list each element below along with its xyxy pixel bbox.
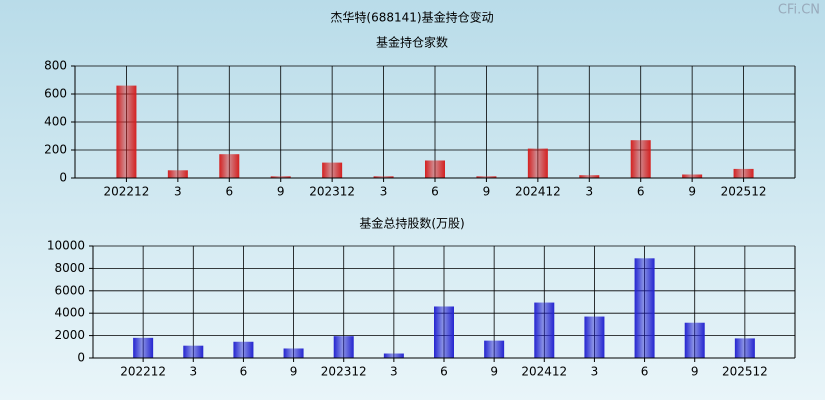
- y-tick-label: 400: [44, 115, 67, 129]
- bar: [270, 176, 291, 178]
- x-tick-label: 202512: [721, 185, 767, 199]
- x-tick-label: 3: [591, 365, 599, 379]
- bar: [322, 162, 343, 178]
- y-tick-label: 4000: [54, 306, 85, 320]
- x-tick-label: 202212: [104, 185, 150, 199]
- x-tick-label: 9: [277, 185, 285, 199]
- bar: [584, 316, 605, 358]
- bar: [527, 148, 548, 178]
- y-tick-label: 2000: [54, 328, 85, 342]
- x-tick-label: 3: [189, 365, 197, 379]
- bar: [425, 160, 445, 178]
- x-tick-label: 6: [225, 185, 233, 199]
- bar: [383, 353, 404, 358]
- bar: [734, 338, 755, 358]
- x-tick-label: 202512: [722, 365, 768, 379]
- x-tick-label: 9: [691, 365, 699, 379]
- x-tick-label: 202412: [521, 365, 567, 379]
- y-tick-label: 600: [44, 87, 67, 101]
- page-title: 杰华特(688141)基金持仓变动: [330, 10, 493, 25]
- x-tick-label: 202312: [309, 185, 355, 199]
- x-tick-label: 3: [174, 185, 182, 199]
- bar: [116, 85, 137, 178]
- y-tick-label: 200: [44, 143, 67, 157]
- x-tick-label: 6: [431, 185, 439, 199]
- watermark: CFi.CN: [778, 3, 820, 18]
- chart-title: 基金持仓家数: [376, 35, 448, 50]
- y-tick-label: 10000: [47, 239, 85, 253]
- x-tick-label: 9: [490, 365, 498, 379]
- x-tick-label: 3: [585, 185, 593, 199]
- x-tick-label: 6: [641, 365, 649, 379]
- x-tick-label: 3: [380, 185, 388, 199]
- bar: [373, 176, 394, 178]
- y-tick-label: 0: [59, 171, 67, 185]
- bar: [333, 336, 354, 358]
- x-tick-label: 6: [637, 185, 645, 199]
- x-tick-label: 9: [688, 185, 696, 199]
- bar: [484, 340, 505, 358]
- chart-title: 基金总持股数(万股): [359, 216, 464, 231]
- y-tick-label: 6000: [54, 283, 85, 297]
- bar: [476, 176, 497, 178]
- bar: [434, 306, 454, 358]
- bar: [167, 170, 188, 178]
- bar: [219, 154, 240, 178]
- bar: [733, 168, 754, 178]
- y-tick-label: 800: [44, 59, 67, 73]
- x-tick-label: 3: [390, 365, 398, 379]
- x-tick-label: 6: [240, 365, 248, 379]
- bar: [133, 337, 154, 358]
- bar: [233, 341, 254, 358]
- bar: [183, 345, 204, 358]
- y-tick-label: 8000: [54, 261, 85, 275]
- x-tick-label: 6: [440, 365, 448, 379]
- bar: [534, 302, 555, 358]
- x-tick-label: 9: [483, 185, 491, 199]
- bar: [634, 258, 655, 358]
- bar: [630, 140, 651, 178]
- x-tick-label: 202412: [515, 185, 561, 199]
- x-tick-label: 202312: [321, 365, 367, 379]
- bar: [684, 322, 705, 358]
- x-tick-label: 202212: [120, 365, 166, 379]
- bar: [682, 174, 703, 178]
- bar: [283, 348, 304, 358]
- y-tick-label: 0: [77, 351, 85, 365]
- bar: [579, 175, 600, 178]
- x-tick-label: 9: [290, 365, 298, 379]
